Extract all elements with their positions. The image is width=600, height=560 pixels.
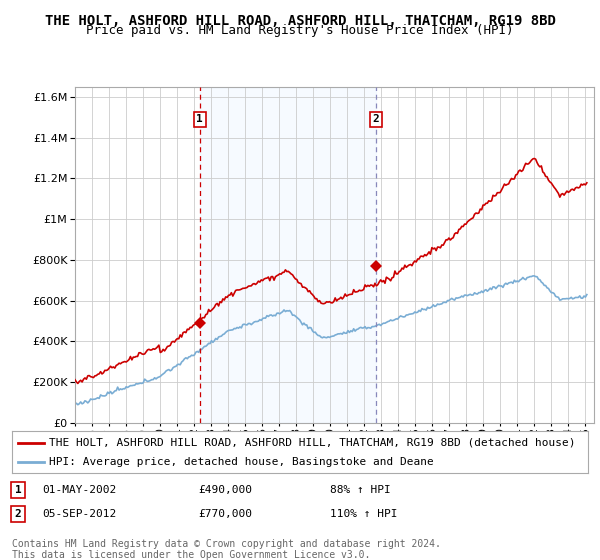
Text: £490,000: £490,000 xyxy=(198,485,252,495)
Text: £770,000: £770,000 xyxy=(198,509,252,519)
Text: 1: 1 xyxy=(196,114,203,124)
Text: 88% ↑ HPI: 88% ↑ HPI xyxy=(330,485,391,495)
Text: 110% ↑ HPI: 110% ↑ HPI xyxy=(330,509,398,519)
Text: THE HOLT, ASHFORD HILL ROAD, ASHFORD HILL, THATCHAM, RG19 8BD (detached house): THE HOLT, ASHFORD HILL ROAD, ASHFORD HIL… xyxy=(49,437,576,447)
Text: 2: 2 xyxy=(14,509,22,519)
Text: Contains HM Land Registry data © Crown copyright and database right 2024.
This d: Contains HM Land Registry data © Crown c… xyxy=(12,539,441,560)
Text: HPI: Average price, detached house, Basingstoke and Deane: HPI: Average price, detached house, Basi… xyxy=(49,457,434,467)
Text: THE HOLT, ASHFORD HILL ROAD, ASHFORD HILL, THATCHAM, RG19 8BD: THE HOLT, ASHFORD HILL ROAD, ASHFORD HIL… xyxy=(44,14,556,28)
Text: 01-MAY-2002: 01-MAY-2002 xyxy=(42,485,116,495)
Bar xyxy=(200,87,376,423)
Text: Price paid vs. HM Land Registry's House Price Index (HPI): Price paid vs. HM Land Registry's House … xyxy=(86,24,514,37)
Text: 2: 2 xyxy=(373,114,379,124)
Text: 05-SEP-2012: 05-SEP-2012 xyxy=(42,509,116,519)
Text: 1: 1 xyxy=(14,485,22,495)
